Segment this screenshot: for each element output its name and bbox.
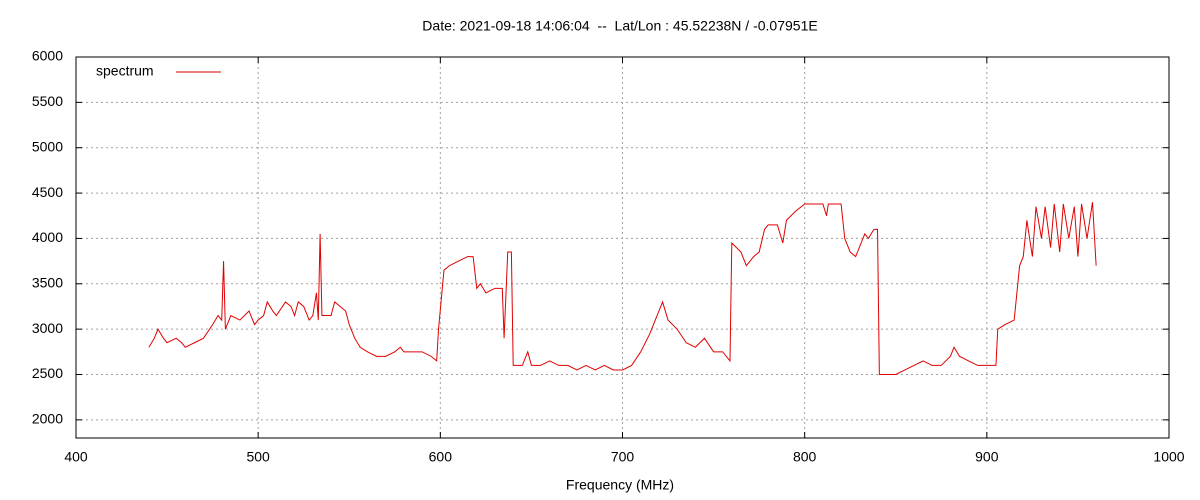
line-series [148, 202, 1097, 375]
legend-label: spectrum [96, 63, 154, 79]
y-tick-label: 2000 [32, 411, 63, 427]
y-tick-label: 4000 [32, 229, 63, 245]
x-tick-label: 800 [793, 449, 817, 465]
y-tick-label: 6000 [32, 48, 63, 64]
x-tick-label: 700 [611, 449, 635, 465]
x-tick-label: 600 [429, 449, 453, 465]
x-axis-label: Frequency (MHz) [566, 477, 674, 493]
y-tick-label: 5000 [32, 138, 63, 154]
x-tick-label: 400 [64, 449, 88, 465]
y-tick-label: 3500 [32, 274, 63, 290]
x-tick-label: 1000 [1153, 449, 1184, 465]
chart-title: Date: 2021-09-18 14:06:04 -- Lat/Lon : 4… [422, 18, 817, 34]
y-tick-label: 5500 [32, 93, 63, 109]
plot-border [75, 56, 1170, 439]
x-tick-label: 900 [975, 449, 999, 465]
y-tick-label: 4500 [32, 184, 63, 200]
x-tick-label: 500 [246, 449, 270, 465]
y-tick-label: 2500 [32, 365, 63, 381]
y-tick-label: 3000 [32, 320, 63, 336]
